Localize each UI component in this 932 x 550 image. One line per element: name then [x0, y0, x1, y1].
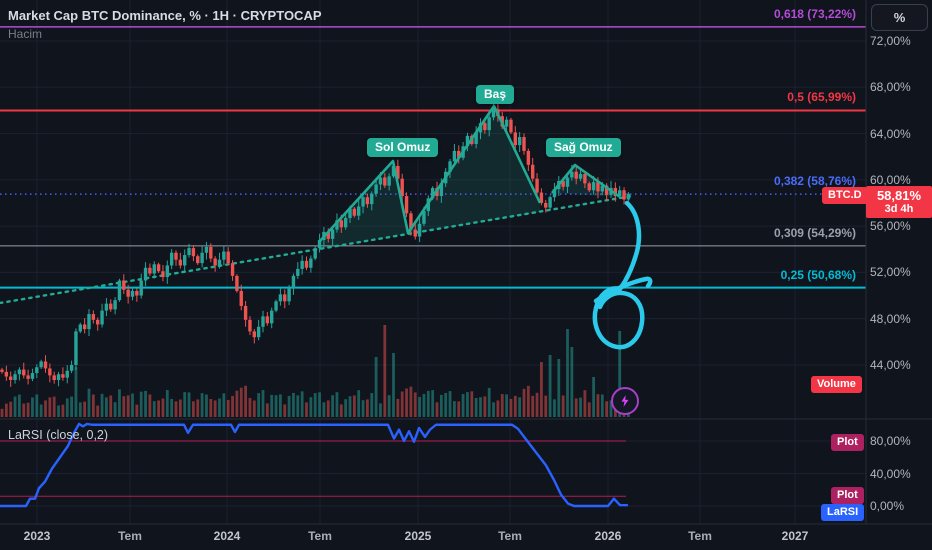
symbol-title[interactable]: Market Cap BTC Dominance, % · 1H · CRYPT…: [8, 8, 322, 23]
time-axis-tick: 2024: [213, 529, 241, 543]
plot-badge-lower: Plot: [831, 487, 864, 504]
price-axis-tick: 68,00%: [870, 80, 911, 95]
volume-indicator-label[interactable]: Hacim: [8, 27, 43, 41]
plot-badge-upper: Plot: [831, 434, 864, 451]
lightning-action-button[interactable]: [611, 387, 639, 415]
time-axis-tick: Tem: [118, 529, 142, 543]
fib-label-025[interactable]: 0,25 (50,68%): [780, 268, 856, 282]
time-axis-tick: Tem: [498, 529, 522, 543]
fib-label-05[interactable]: 0,5 (65,99%): [787, 90, 856, 104]
fib-label-0382[interactable]: 0,382 (58,76%): [773, 174, 856, 188]
last-price-value: 58,81%: [876, 188, 922, 203]
time-axis-tick: 2027: [781, 529, 809, 543]
time-axis-tick: Tem: [688, 529, 712, 543]
time-axis-tick: 2023: [23, 529, 51, 543]
bar-countdown: 3d 4h: [884, 203, 914, 215]
fib-label-0618[interactable]: 0,618 (73,22%): [773, 7, 856, 21]
last-price-badge: 58,81% 3d 4h: [866, 186, 932, 218]
price-axis-tick: 64,00%: [870, 126, 911, 141]
pattern-label-right-shoulder[interactable]: Sağ Omuz: [546, 138, 621, 157]
price-axis-tick: 56,00%: [870, 219, 911, 234]
larsi-pane-title[interactable]: LaRSI (close, 0,2): [8, 428, 109, 442]
lightning-icon: [621, 395, 629, 407]
price-axis-tick: 52,00%: [870, 265, 911, 280]
volume-badge: Volume: [811, 376, 862, 393]
price-axis-tick: 48,00%: [870, 311, 911, 326]
fib-label-0309[interactable]: 0,309 (54,29%): [773, 226, 856, 240]
symbol-badge: BTC.D: [822, 187, 868, 204]
pattern-label-head[interactable]: Baş: [476, 85, 515, 104]
time-axis-tick: Tem: [308, 529, 332, 543]
price-axis-tick: 44,00%: [870, 357, 911, 372]
larsi-axis-tick: 40,00%: [870, 466, 911, 481]
larsi-badge: LaRSI: [821, 504, 865, 521]
percent-scale-button[interactable]: %: [871, 4, 928, 31]
price-axis-tick: 72,00%: [870, 34, 911, 48]
time-axis-tick: 2026: [594, 529, 622, 543]
time-axis-tick: 2025: [404, 529, 432, 543]
larsi-axis-tick: 80,00%: [870, 434, 911, 448]
larsi-axis-tick: 0,00%: [870, 499, 905, 513]
pattern-label-left-shoulder[interactable]: Sol Omuz: [367, 138, 439, 157]
price-axis-tick: 60,00%: [870, 172, 911, 187]
